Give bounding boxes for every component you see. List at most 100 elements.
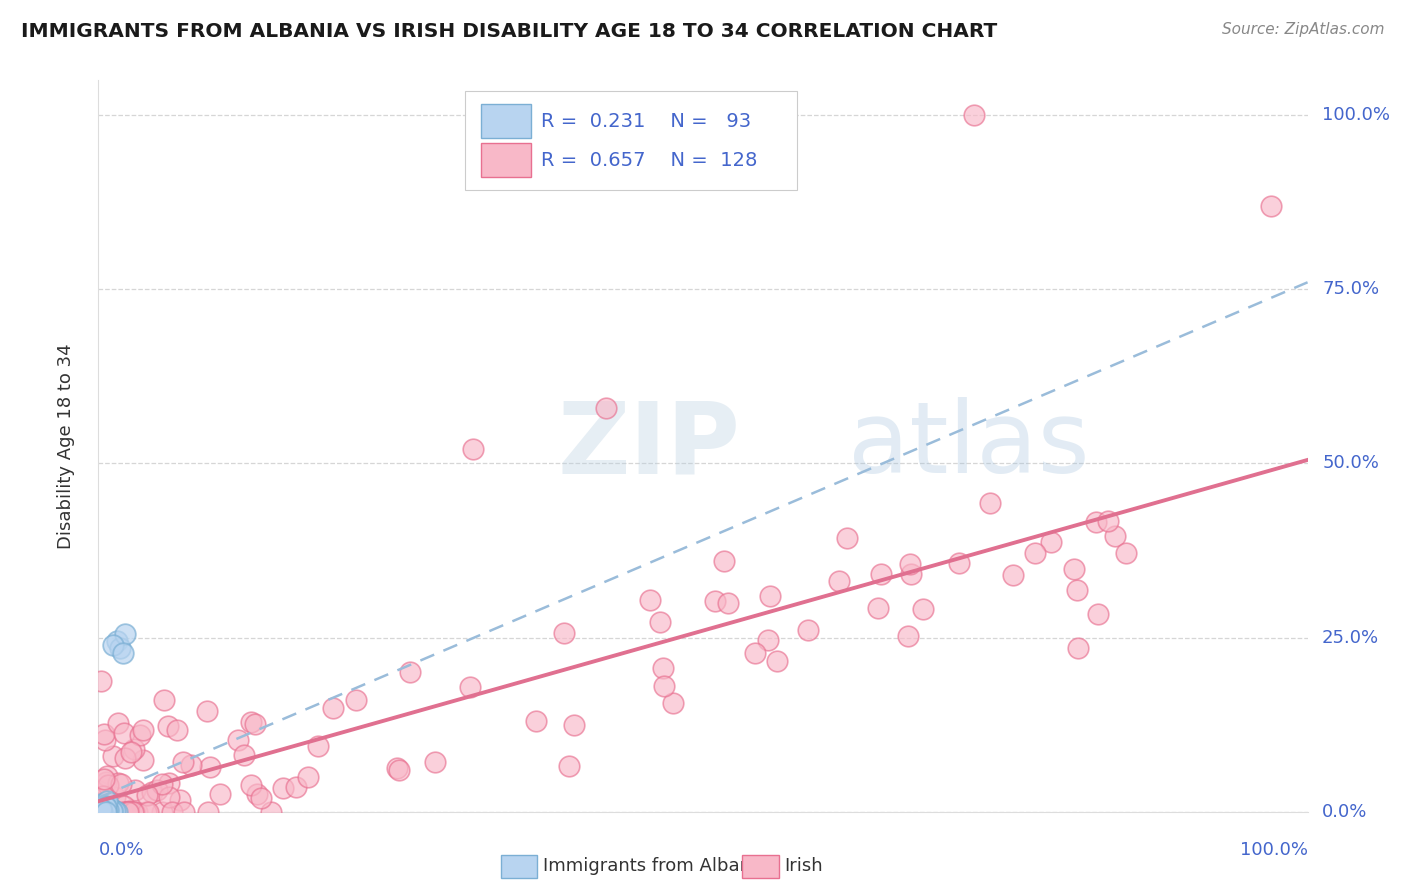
Point (150, 805, 173, 819)
Text: 0.0%: 0.0% (98, 841, 143, 859)
Point (744, 646, 766, 660)
Point (90, 804, 112, 818)
Point (90, 804, 112, 818)
Point (1039, 535, 1062, 549)
Point (89, 805, 111, 819)
Point (114, 627, 136, 641)
Point (132, 753, 155, 767)
Point (89, 805, 111, 819)
Point (93, 805, 115, 819)
Point (87, 800, 110, 814)
Text: 100.0%: 100.0% (1322, 106, 1391, 124)
Point (93, 772, 115, 786)
Point (169, 792, 191, 806)
Point (152, 693, 174, 707)
Point (526, 714, 548, 728)
Point (90, 804, 112, 818)
Point (344, 693, 367, 707)
Point (463, 442, 485, 457)
Point (96, 801, 118, 815)
Point (1066, 582, 1088, 597)
Point (101, 638, 124, 652)
Point (127, 805, 149, 819)
Point (91, 805, 114, 819)
Point (94, 805, 117, 819)
Point (104, 805, 127, 819)
Point (89, 801, 111, 815)
Point (240, 778, 263, 792)
Point (239, 715, 262, 730)
Point (1067, 640, 1090, 655)
Point (226, 733, 249, 747)
Point (558, 758, 581, 772)
Point (307, 739, 329, 753)
Point (89, 803, 111, 817)
Point (96, 805, 118, 819)
Point (197, 805, 219, 819)
Point (132, 723, 155, 738)
Point (96, 803, 118, 817)
Point (101, 804, 124, 818)
Point (87, 803, 110, 817)
Point (399, 665, 422, 679)
Point (246, 787, 269, 801)
Point (89, 800, 111, 814)
Point (91, 805, 114, 819)
Point (105, 634, 128, 648)
Point (89, 800, 111, 814)
Point (150, 777, 173, 791)
Point (117, 805, 139, 819)
Point (89, 801, 111, 815)
Point (112, 805, 135, 819)
Point (157, 776, 180, 790)
Point (766, 654, 789, 668)
Point (553, 625, 575, 640)
Point (979, 496, 1001, 510)
Point (90, 805, 112, 819)
Point (90, 804, 112, 818)
Point (104, 805, 127, 819)
Point (100, 801, 122, 815)
Point (898, 557, 921, 571)
Point (103, 789, 125, 804)
Point (114, 750, 136, 764)
Point (387, 761, 409, 775)
Point (157, 719, 180, 733)
Point (89, 805, 111, 819)
Point (121, 805, 143, 819)
Point (166, 723, 188, 738)
Point (1104, 528, 1126, 542)
Point (1085, 515, 1108, 529)
Point (89, 805, 111, 819)
Point (117, 805, 139, 819)
Point (90, 798, 112, 813)
Text: R =  0.657    N =  128: R = 0.657 N = 128 (541, 151, 758, 169)
Point (87, 804, 110, 818)
Text: Source: ZipAtlas.com: Source: ZipAtlas.com (1222, 22, 1385, 37)
Point (1087, 607, 1109, 621)
Point (111, 646, 134, 660)
Point (562, 718, 585, 732)
Point (122, 805, 145, 819)
Point (93, 805, 115, 819)
Point (90, 801, 112, 815)
Point (756, 633, 779, 648)
Point (93, 805, 115, 819)
Point (124, 783, 146, 797)
Point (963, 108, 986, 122)
Point (160, 805, 183, 819)
Text: 75.0%: 75.0% (1322, 280, 1379, 298)
Point (110, 777, 132, 791)
Point (284, 780, 307, 794)
Point (89, 801, 111, 815)
Point (1063, 561, 1085, 575)
Point (759, 590, 782, 604)
Point (101, 804, 124, 818)
Point (87, 804, 110, 818)
Point (1260, 199, 1282, 213)
Point (114, 805, 136, 819)
Point (89, 804, 111, 818)
FancyBboxPatch shape (481, 144, 531, 177)
Point (297, 770, 319, 784)
Point (108, 640, 131, 655)
